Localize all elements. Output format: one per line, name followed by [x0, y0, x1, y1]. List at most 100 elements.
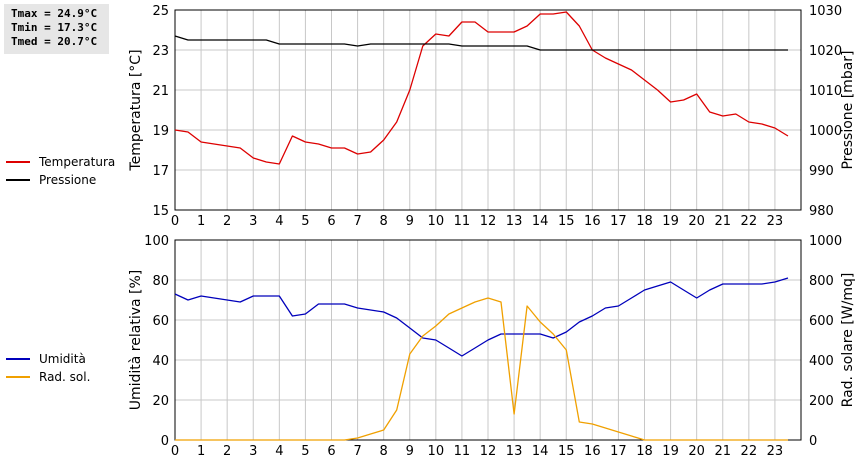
x-tick-label: 8: [380, 214, 388, 229]
x-tick-label: 5: [301, 444, 309, 459]
x-tick-label: 16: [584, 214, 601, 229]
y-tick-label-right: 1000: [809, 234, 842, 249]
x-tick-label: 20: [688, 214, 705, 229]
x-tick-label: 23: [767, 444, 784, 459]
legend-item-pressione: Pressione: [6, 171, 115, 189]
x-tick-label: 19: [662, 214, 679, 229]
y-tick-label-left: 100: [144, 234, 169, 249]
x-tick-label: 4: [275, 214, 283, 229]
y-tick-label-left: 60: [152, 314, 169, 329]
x-tick-label: 6: [327, 444, 335, 459]
y-tick-label-left: 25: [152, 4, 169, 19]
y-tick-label-left: 23: [152, 44, 169, 59]
x-tick-label: 1: [197, 214, 205, 229]
legend-label-temperatura: Temperatura: [39, 155, 116, 169]
x-tick-label: 0: [171, 444, 179, 459]
x-tick-label: 15: [558, 444, 575, 459]
y-axis-title-right: Pressione [mbar]: [840, 50, 856, 169]
y-tick-label-right: 0: [809, 434, 817, 449]
x-tick-label: 6: [327, 214, 335, 229]
x-tick-label: 11: [454, 214, 471, 229]
x-tick-label: 8: [380, 444, 388, 459]
legend-bottom: Umidità Rad. sol.: [6, 350, 90, 386]
y-tick-label-right: 800: [809, 274, 834, 289]
x-tick-label: 5: [301, 214, 309, 229]
x-tick-label: 14: [532, 444, 549, 459]
y-tick-label-right: 1020: [809, 44, 842, 59]
legend-label-radsol: Rad. sol.: [39, 370, 91, 384]
x-tick-label: 19: [662, 444, 679, 459]
plot-frame: [174, 239, 802, 441]
y-axis-title-left: Temperatura [°C]: [128, 49, 144, 171]
plot-frame: [174, 9, 802, 211]
x-tick-label: 12: [480, 214, 497, 229]
x-tick-label: 3: [249, 444, 257, 459]
x-tick-label: 1: [197, 444, 205, 459]
y-tick-label-left: 17: [152, 164, 169, 179]
y-tick-label-right: 1030: [809, 4, 842, 19]
stats-tmin: Tmin = 17.3°C: [11, 21, 98, 34]
legend-swatch-pressione: [6, 179, 30, 181]
y-tick-label-right: 200: [809, 394, 834, 409]
x-tick-label: 4: [275, 444, 283, 459]
y-tick-label-right: 980: [809, 204, 834, 219]
x-tick-label: 9: [406, 444, 414, 459]
series-line-umidita: [174, 277, 789, 357]
y-axis-title-right: Rad. solare [W/mq]: [840, 273, 856, 408]
y-tick-label-left: 20: [152, 394, 169, 409]
x-tick-label: 7: [353, 444, 361, 459]
x-tick-label: 22: [741, 214, 758, 229]
x-tick-label: 23: [767, 214, 784, 229]
series-line-pressione: [174, 35, 788, 51]
legend-item-radsol: Rad. sol.: [6, 368, 90, 386]
x-tick-label: 21: [714, 214, 731, 229]
legend-swatch-radsol: [6, 376, 30, 378]
series-line-radsol: [175, 297, 788, 441]
x-tick-label: 3: [249, 214, 257, 229]
series-line-temperatura: [174, 11, 789, 165]
y-tick-label-left: 40: [152, 354, 169, 369]
x-tick-label: 18: [636, 214, 653, 229]
y-axis-title-left: Umidità relativa [%]: [128, 270, 144, 411]
legend-top: Temperatura Pressione: [6, 153, 115, 189]
x-tick-label: 13: [506, 444, 523, 459]
x-tick-label: 17: [610, 214, 627, 229]
x-tick-label: 13: [506, 214, 523, 229]
x-tick-label: 15: [558, 214, 575, 229]
legend-item-temperatura: Temperatura: [6, 153, 115, 171]
x-tick-label: 2: [223, 214, 231, 229]
x-tick-label: 7: [353, 214, 361, 229]
legend-label-umidita: Umidità: [39, 352, 86, 366]
x-tick-label: 22: [741, 444, 758, 459]
y-tick-label-left: 0: [161, 434, 169, 449]
x-tick-label: 21: [714, 444, 731, 459]
x-tick-label: 2: [223, 444, 231, 459]
x-tick-label: 10: [428, 214, 445, 229]
y-tick-label-left: 80: [152, 274, 169, 289]
x-tick-label: 18: [636, 444, 653, 459]
legend-label-pressione: Pressione: [39, 173, 97, 187]
x-tick-label: 10: [428, 444, 445, 459]
y-tick-label-left: 15: [152, 204, 169, 219]
y-tick-label-right: 600: [809, 314, 834, 329]
y-tick-label-left: 21: [152, 84, 169, 99]
x-tick-label: 17: [610, 444, 627, 459]
stats-tmed: Tmed = 20.7°C: [11, 35, 98, 48]
y-tick-label-right: 1000: [809, 124, 842, 139]
x-tick-label: 12: [480, 444, 497, 459]
legend-swatch-umidita: [6, 358, 30, 360]
y-tick-label-left: 19: [152, 124, 169, 139]
x-tick-label: 0: [171, 214, 179, 229]
x-tick-label: 9: [406, 214, 414, 229]
legend-swatch-temperatura: [6, 161, 30, 163]
y-tick-label-right: 990: [809, 164, 834, 179]
stats-box: Tmax = 24.9°C Tmin = 17.3°C Tmed = 20.7°…: [4, 4, 109, 54]
x-tick-label: 20: [688, 444, 705, 459]
x-tick-label: 16: [584, 444, 601, 459]
stats-tmax: Tmax = 24.9°C: [11, 7, 98, 20]
y-tick-label-right: 400: [809, 354, 834, 369]
legend-item-umidita: Umidità: [6, 350, 90, 368]
x-tick-label: 11: [454, 444, 471, 459]
x-tick-label: 14: [532, 214, 549, 229]
